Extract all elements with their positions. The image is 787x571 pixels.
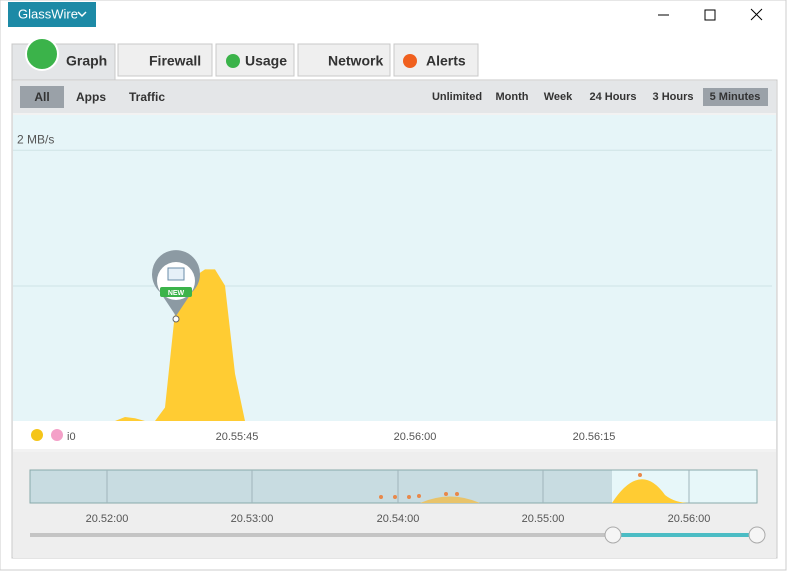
timeline-tick: 20.53:00 — [231, 513, 274, 525]
x-tick-label: i0 — [67, 431, 76, 443]
y-tick-label: 2 MB/s — [17, 132, 54, 146]
marker-badge — [160, 287, 192, 297]
graph-icon — [25, 37, 59, 71]
tab[interactable] — [297, 43, 391, 77]
range[interactable]: Unlimited — [432, 91, 482, 103]
chevron — [77, 11, 87, 18]
filter[interactable]: Traffic — [129, 90, 165, 104]
slider-handle[interactable] — [604, 526, 622, 544]
marker-label: NEW — [168, 290, 185, 297]
tab-label[interactable]: Graph — [66, 53, 107, 69]
timeline-panel — [13, 452, 776, 558]
axis-strip — [13, 421, 776, 449]
traffic-area — [115, 269, 245, 421]
app-name: GlassWire — [18, 6, 78, 21]
maximize[interactable] — [704, 9, 716, 21]
tab-label[interactable]: Firewall — [149, 53, 201, 69]
x-tick-label: 20.56:00 — [394, 431, 437, 443]
range[interactable]: 3 Hours — [653, 91, 694, 103]
usage-icon — [226, 54, 240, 68]
range[interactable]: 24 Hours — [589, 91, 636, 103]
toolbar — [13, 81, 776, 113]
upload-icon — [51, 429, 63, 441]
timeline-strip — [30, 470, 612, 503]
timeline-border — [29, 469, 758, 504]
slider-range — [612, 533, 757, 537]
tab-label[interactable]: Network — [328, 53, 383, 69]
timeline-traffic — [612, 479, 690, 503]
x-tick-label: 20.55:45 — [216, 431, 259, 443]
range-selected[interactable] — [703, 88, 768, 106]
tab-label[interactable]: Usage — [245, 53, 287, 69]
slider-handle[interactable] — [748, 526, 766, 544]
tab[interactable] — [117, 43, 213, 77]
marker-window — [167, 267, 185, 281]
download-icon — [31, 429, 43, 441]
timeline-tick: 20.55:00 — [522, 513, 565, 525]
graph-area — [13, 115, 776, 421]
x-tick-label: 20.56:15 — [573, 431, 616, 443]
filter[interactable]: Apps — [76, 90, 106, 104]
timeline-tick: 20.56:00 — [668, 513, 711, 525]
slider-track — [30, 533, 612, 537]
close[interactable] — [750, 8, 763, 21]
timeline-traffic — [420, 496, 480, 503]
range[interactable]: Week — [544, 91, 573, 103]
marker-dot — [172, 315, 180, 323]
timeline-tick: 20.52:00 — [86, 513, 129, 525]
filter[interactable]: All — [34, 90, 49, 104]
tab-label[interactable]: Alerts — [426, 53, 466, 69]
filter-selected[interactable] — [20, 86, 64, 108]
timeline-tick: 20.54:00 — [377, 513, 420, 525]
range[interactable]: Month — [496, 91, 529, 103]
alert-icon — [403, 54, 417, 68]
range[interactable]: 5 Minutes — [710, 91, 761, 103]
